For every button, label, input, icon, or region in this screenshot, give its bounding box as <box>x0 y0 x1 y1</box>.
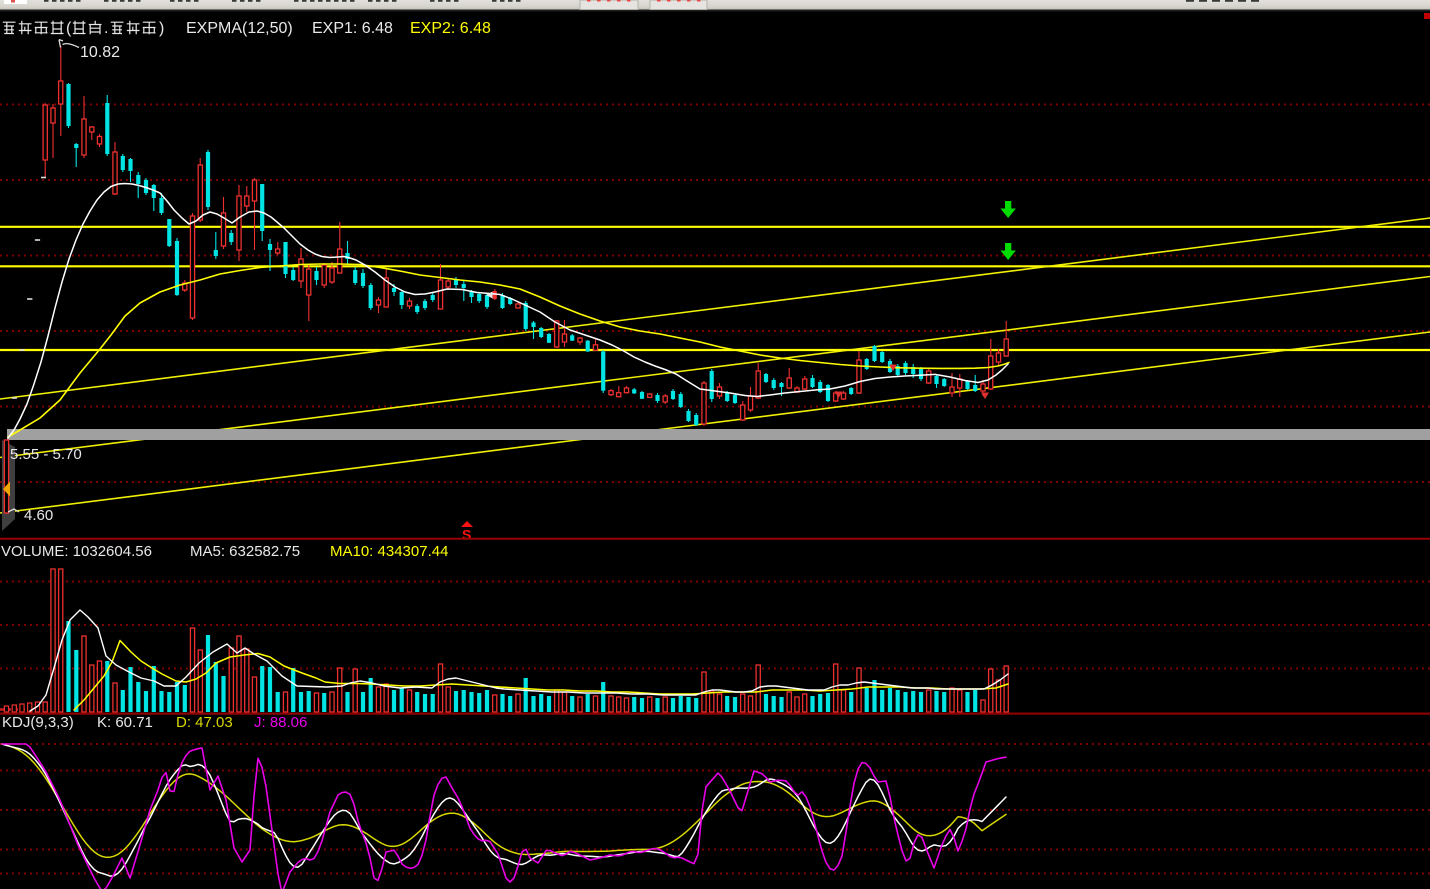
svg-text:MA10: 434307.44: MA10: 434307.44 <box>330 543 448 560</box>
svg-text:): ) <box>159 20 164 37</box>
svg-text:EXPMA(12,50): EXPMA(12,50) <box>186 20 293 37</box>
svg-text:KDJ(9,3,3): KDJ(9,3,3) <box>2 714 74 731</box>
svg-text:K: 60.71: K: 60.71 <box>97 714 153 731</box>
svg-text:EXP1: 6.48: EXP1: 6.48 <box>312 20 393 37</box>
svg-text:D: 47.03: D: 47.03 <box>176 714 233 731</box>
svg-text:4.60: 4.60 <box>24 507 53 524</box>
svg-text:10.82: 10.82 <box>80 44 120 61</box>
svg-text:MA5: 632582.75: MA5: 632582.75 <box>190 543 300 560</box>
svg-text:5.55 - 5.70: 5.55 - 5.70 <box>10 446 82 463</box>
svg-text:J: 88.06: J: 88.06 <box>254 714 307 731</box>
svg-text:.: . <box>104 20 108 37</box>
svg-text:(: ( <box>66 20 72 37</box>
svg-text:EXP2: 6.48: EXP2: 6.48 <box>410 20 491 37</box>
svg-text:VOLUME: 1032604.56: VOLUME: 1032604.56 <box>1 543 152 560</box>
svg-text:S: S <box>462 527 471 543</box>
